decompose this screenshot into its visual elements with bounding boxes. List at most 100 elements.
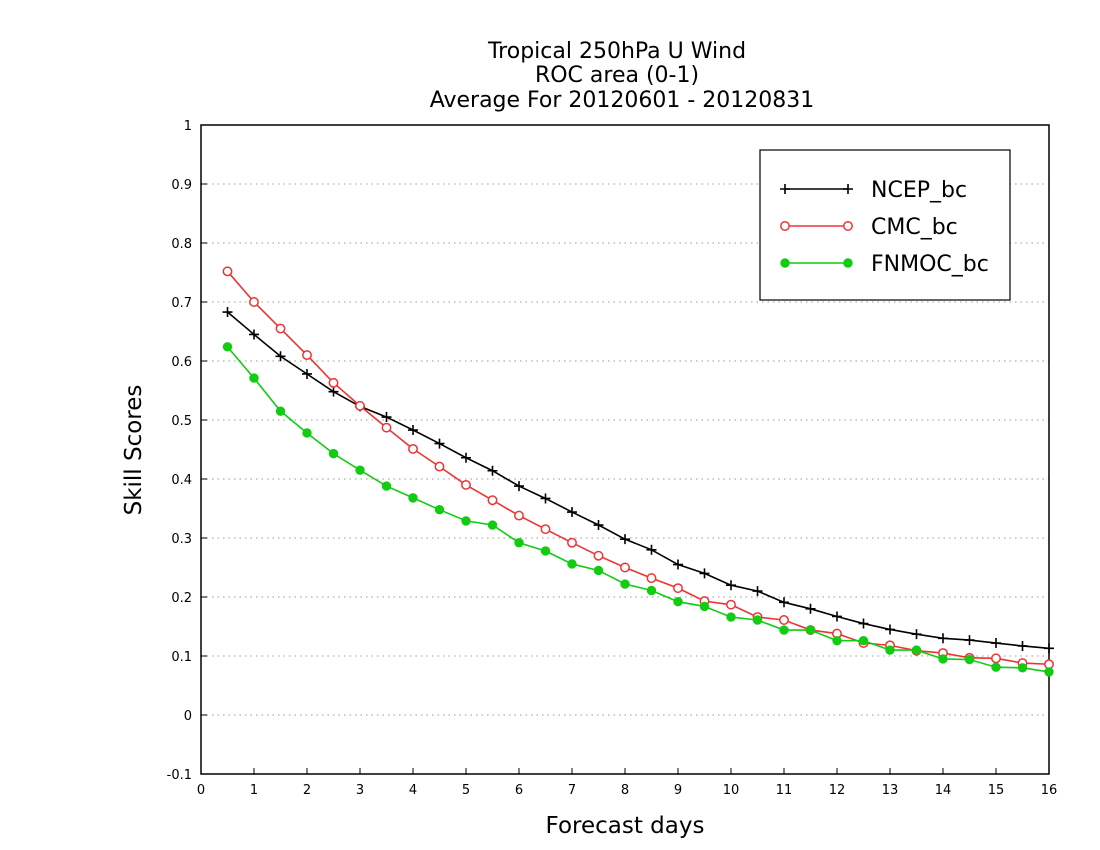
point-CMC_bc-12: [540, 524, 551, 535]
point-NCEP_bc-15: [620, 534, 630, 545]
x-tick-label-0: 0: [197, 783, 205, 798]
series-line-FNMOC_bc: [226, 346, 1050, 673]
point-CMC_bc-6: [381, 422, 392, 433]
series-layer: [222, 266, 1054, 677]
series-CMC_bc: [222, 266, 1054, 670]
legend-marker-left-NCEP_bc: [780, 184, 790, 194]
point-CMC_bc-14: [593, 550, 604, 561]
legend-marker-left-FNMOC_bc: [780, 258, 790, 268]
point-CMC_bc-1: [249, 297, 259, 307]
y-tick-label-3: 0.2: [171, 591, 192, 606]
point-FNMOC_bc-13: [567, 559, 577, 569]
y-tick-label-10: 0.9: [171, 178, 192, 193]
point-FNMOC_bc-15: [620, 579, 630, 589]
x-tick-label-7: 7: [568, 783, 576, 798]
point-NCEP_bc-14: [593, 520, 604, 531]
point-FNMOC_bc-10: [487, 520, 498, 530]
legend-marker-right-NCEP_bc: [843, 184, 853, 194]
series-line-NCEP_bc: [226, 311, 1050, 650]
legend-item-NCEP_bc: NCEP_bc: [780, 178, 967, 203]
x-tick-label-10: 10: [723, 783, 740, 798]
chart-title: Tropical 250hPa U Wind ROC area (0-1) Av…: [430, 39, 815, 113]
point-FNMOC_bc-25: [885, 645, 895, 655]
y-tick-label-8: 0.7: [171, 296, 192, 311]
point-FNMOC_bc-29: [991, 662, 1001, 672]
x-tick-label-6: 6: [515, 783, 523, 798]
point-FNMOC_bc-6: [381, 481, 392, 491]
point-CMC_bc-11: [514, 510, 524, 521]
point-NCEP_bc-8: [434, 438, 445, 449]
point-NCEP_bc-27: [938, 633, 948, 644]
legend-item-FNMOC_bc: FNMOC_bc: [780, 252, 989, 277]
point-FNMOC_bc-28: [964, 654, 975, 665]
y-tick-label-5: 0.4: [171, 473, 192, 488]
x-tick-label-2: 2: [303, 783, 311, 798]
point-NCEP_bc-26: [911, 629, 922, 640]
point-NCEP_bc-10: [487, 465, 498, 476]
y-tick-label-11: 1: [184, 119, 192, 134]
y-tick-label-4: 0.3: [171, 532, 192, 547]
y-tick-label-7: 0.6: [171, 355, 192, 370]
point-CMC_bc-4: [328, 377, 339, 388]
legend-marker-left-CMC_bc: [780, 221, 790, 231]
x-tick-label-8: 8: [621, 783, 629, 798]
point-FNMOC_bc-9: [461, 516, 471, 526]
x-tick-label-14: 14: [935, 783, 952, 798]
point-FNMOC_bc-7: [408, 493, 418, 503]
x-tick-label-9: 9: [674, 783, 682, 798]
point-FNMOC_bc-20: [752, 615, 763, 625]
point-CMC_bc-19: [726, 599, 736, 610]
point-FNMOC_bc-12: [540, 546, 551, 556]
series-FNMOC_bc: [222, 342, 1054, 677]
x-axis-label: Forecast days: [546, 813, 705, 839]
point-NCEP_bc-22: [805, 603, 816, 614]
point-NCEP_bc-21: [779, 597, 789, 608]
point-NCEP_bc-19: [726, 580, 736, 591]
point-CMC_bc-0: [222, 266, 233, 277]
point-FNMOC_bc-24: [858, 635, 869, 646]
legend-marker-right-FNMOC_bc: [843, 258, 853, 268]
point-FNMOC_bc-18: [699, 601, 710, 612]
title-line-3: Average For 20120601 - 20120831: [430, 88, 815, 113]
point-NCEP_bc-12: [540, 493, 551, 504]
x-tick-label-12: 12: [829, 783, 846, 798]
legend-label-CMC_bc: CMC_bc: [871, 215, 958, 240]
legend-item-CMC_bc: CMC_bc: [780, 215, 958, 240]
point-FNMOC_bc-23: [832, 635, 842, 646]
point-FNMOC_bc-8: [434, 504, 445, 515]
x-tick-label-16: 16: [1041, 783, 1058, 798]
point-NCEP_bc-30: [1017, 640, 1028, 651]
point-FNMOC_bc-14: [593, 565, 604, 576]
x-tick-label-13: 13: [882, 783, 899, 798]
point-NCEP_bc-25: [885, 624, 895, 635]
point-FNMOC_bc-5: [355, 465, 365, 475]
point-FNMOC_bc-4: [328, 448, 339, 459]
point-NCEP_bc-28: [964, 635, 975, 646]
point-FNMOC_bc-0: [222, 342, 233, 352]
point-NCEP_bc-3: [302, 368, 312, 379]
y-tick-label-6: 0.5: [171, 414, 192, 429]
point-FNMOC_bc-22: [805, 625, 816, 635]
y-tick-label-1: 0: [184, 709, 192, 724]
point-FNMOC_bc-1: [249, 373, 259, 383]
point-NCEP_bc-1: [249, 329, 259, 340]
y-tick-label-9: 0.8: [171, 237, 192, 252]
point-FNMOC_bc-31: [1044, 667, 1054, 677]
point-NCEP_bc-7: [408, 425, 418, 436]
point-FNMOC_bc-30: [1017, 663, 1028, 673]
legend-label-FNMOC_bc: FNMOC_bc: [871, 252, 989, 277]
y-axis: -0.1 0 0.1 0.2 0.3 0.4 0.5 0.6 0.7 0.8 0.9 1: [167, 119, 207, 783]
point-FNMOC_bc-27: [938, 654, 948, 664]
y-tick-label-2: 0.1: [171, 650, 192, 665]
x-tick-label-5: 5: [462, 783, 470, 798]
point-CMC_bc-31: [1044, 659, 1054, 670]
point-NCEP_bc-23: [832, 611, 842, 622]
title-line-2: ROC area (0-1): [535, 63, 699, 88]
point-NCEP_bc-11: [514, 481, 524, 492]
x-tick-label-15: 15: [988, 783, 1005, 798]
point-NCEP_bc-9: [461, 452, 471, 463]
y-tick-label-0: -0.1: [167, 768, 192, 783]
x-tick-label-1: 1: [250, 783, 258, 798]
point-CMC_bc-10: [487, 495, 498, 506]
